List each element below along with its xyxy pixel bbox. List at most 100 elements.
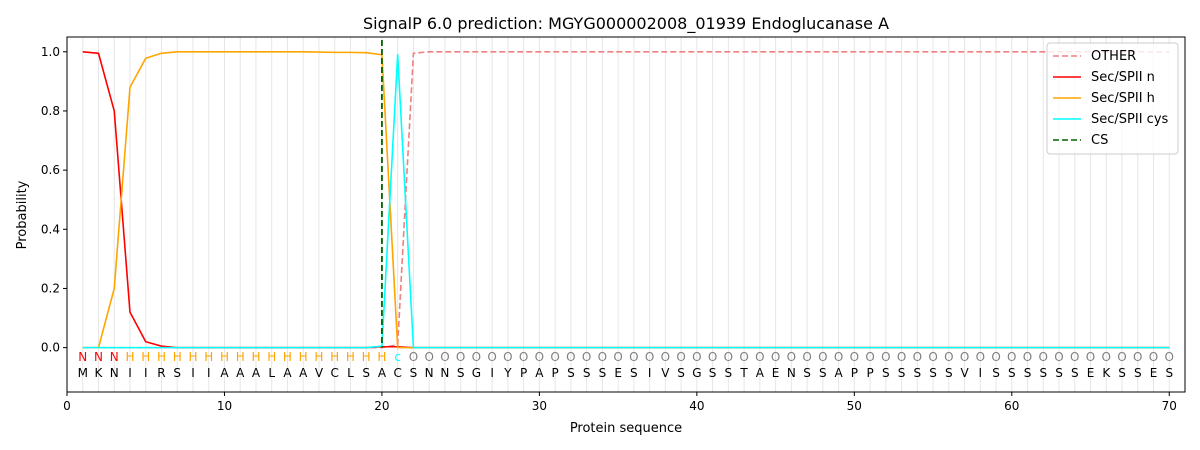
x-axis-label: Protein sequence [570,421,682,436]
region-label: O [976,350,985,364]
residue-label: A [220,366,229,380]
region-label: O [503,350,512,364]
region-label: O [487,350,496,364]
region-label: H [362,350,371,364]
region-label: O [1007,350,1016,364]
residue-label: G [692,366,701,380]
residue-label: T [739,366,748,380]
residue-label: Y [503,366,512,380]
region-label: N [78,350,87,364]
region-label: H [173,350,182,364]
residue-label: S [913,366,921,380]
region-label: O [708,350,717,364]
residue-label: A [834,366,843,380]
residue-label: S [410,366,418,380]
region-label: O [944,350,953,364]
region-label: O [692,350,701,364]
region-label: O [456,350,465,364]
x-tick-label: 30 [532,399,547,413]
residue-label: E [1087,366,1095,380]
residue-label: M [78,366,88,380]
region-label: O [1023,350,1032,364]
residue-label: S [709,366,717,380]
residue-label: I [144,366,148,380]
x-tick-label: 70 [1162,399,1177,413]
residue-label: S [992,366,1000,380]
region-label: O [472,350,481,364]
region-label: O [1086,350,1095,364]
region-label: O [865,350,874,364]
region-label: H [220,350,229,364]
residue-label: S [457,366,465,380]
region-label: H [251,350,260,364]
residue-label: L [268,366,275,380]
residue-label: S [1055,366,1063,380]
residue-label: S [1118,366,1126,380]
residue-label: N [425,366,434,380]
legend-label: Sec/SPII n [1091,70,1155,85]
x-tick-label: 0 [63,399,71,413]
region-label: O [1133,350,1142,364]
region-label: O [519,350,528,364]
region-label: H [125,350,134,364]
region-label: O [1054,350,1063,364]
residue-label: A [252,366,261,380]
residue-label: S [1071,366,1079,380]
region-label: H [204,350,213,364]
residue-label: S [725,366,733,380]
residue-label: R [157,366,165,380]
y-tick-label: 0.4 [41,222,60,236]
legend-label: Sec/SPII h [1091,91,1155,106]
legend-label: Sec/SPII cys [1091,112,1169,127]
region-label: O [787,350,796,364]
legend-label: OTHER [1091,49,1136,64]
residue-label: S [882,366,890,380]
region-label: H [157,350,166,364]
region-label: O [661,350,670,364]
region-label: O [802,350,811,364]
residue-label: P [866,366,873,380]
residue-label: S [362,366,370,380]
residue-label: G [472,366,481,380]
residue-label: I [191,366,195,380]
y-tick-label: 1.0 [41,45,60,59]
axes-layer: 0 10 20 30 40 50 60 70 0.0 0.2 0.4 0.6 0.8 1.0 [41,45,1177,413]
region-label: O [739,350,748,364]
residue-label: P [851,366,858,380]
region-label: O [582,350,591,364]
residue-label: N [440,366,449,380]
region-label: O [1039,350,1048,364]
residue-label: S [1134,366,1142,380]
y-axis-label: Probability [15,180,30,249]
region-label: O [629,350,638,364]
residue-label: N [787,366,796,380]
residue-label: S [898,366,906,380]
chart-title: SignalP 6.0 prediction: MGYG000002008_01… [363,14,889,34]
residue-label: A [535,366,544,380]
residue-label: S [929,366,937,380]
residue-label: C [393,366,401,380]
grid-layer [82,37,1170,392]
residue-label: S [630,366,638,380]
region-label: O [1070,350,1079,364]
region-label: O [928,350,937,364]
residue-label: E [772,366,780,380]
region-label: c [394,350,401,364]
x-tick-label: 40 [689,399,704,413]
legend-box [1046,42,1179,155]
residue-label: I [648,366,652,380]
region-label: H [314,350,323,364]
residue-label: C [330,366,338,380]
region-label: H [141,350,150,364]
region-label: O [676,350,685,364]
region-label: H [188,350,197,364]
region-label: O [1165,350,1174,364]
x-tick-label: 20 [374,399,389,413]
residue-label: S [1024,366,1032,380]
residue-label: E [614,366,622,380]
residue-label: A [299,366,308,380]
region-label: O [818,350,827,364]
residue-label: S [677,366,685,380]
region-label: O [440,350,449,364]
residue-label: K [95,366,104,380]
